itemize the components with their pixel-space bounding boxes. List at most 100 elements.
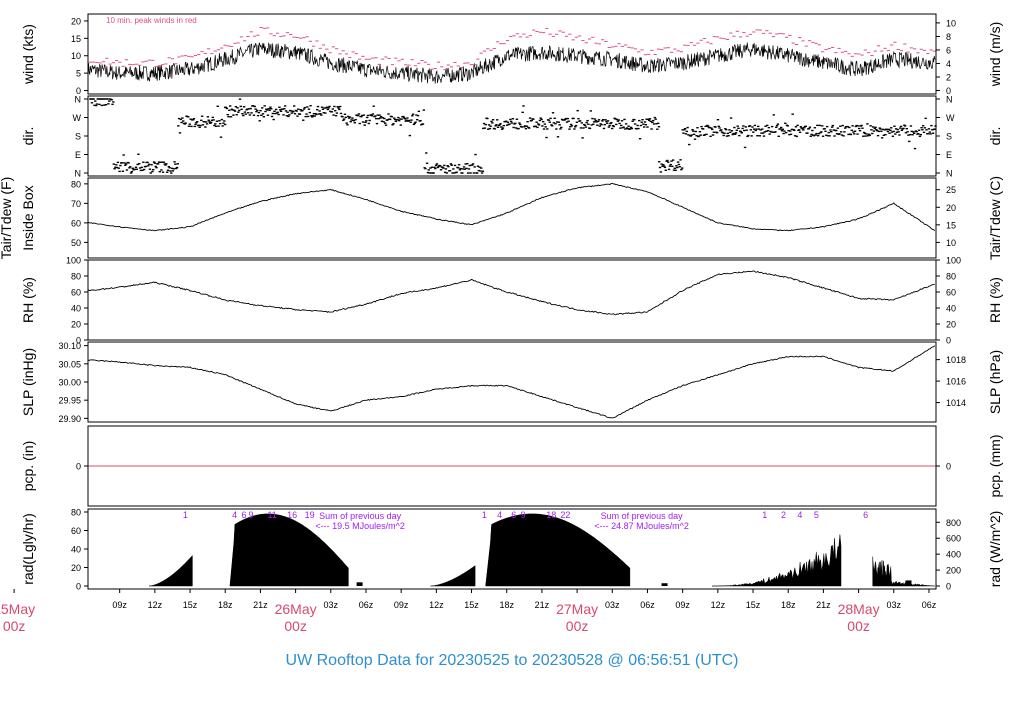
x-tick-label: 15z [746, 600, 761, 610]
radiation-sum-note: Sum of previous day [319, 511, 402, 521]
y-tick-label: 20 [946, 320, 956, 330]
date-label-day: 26May [275, 601, 317, 617]
y-tick-label: 15 [946, 220, 956, 230]
wind-annotation: 10 min. peak winds in red [106, 16, 197, 25]
y-tick-label: W [946, 113, 955, 123]
wind-ylabel-left: wind (kts) [20, 24, 36, 85]
rad-right-axis: 0 200 400 600 800 [936, 518, 961, 592]
y-tick-label: E [946, 150, 952, 160]
radiation-hour-label: 9 [249, 510, 254, 520]
x-tick-label: 21z [816, 600, 831, 610]
temp-series [87, 182, 936, 232]
y-tick-label: 60 [71, 288, 81, 298]
x-tick-label: 12z [148, 600, 163, 610]
y-tick-label: 60 [71, 526, 81, 536]
temp-left-axis: 50 60 70 80 [71, 179, 88, 248]
radiation-hour-label: 2 [781, 510, 786, 520]
slp-ylabel-left: SLP (inHg) [20, 348, 36, 416]
y-tick-label: 0 [946, 336, 951, 346]
y-tick-label: 20 [71, 16, 81, 26]
x-tick-label: 12z [429, 600, 444, 610]
radiation-day-area [872, 556, 935, 587]
y-tick-label: 0 [76, 462, 81, 472]
temp-ylabel-left: Inside Box [20, 185, 36, 250]
date-label-day: 28May [838, 601, 880, 617]
y-tick-label: 0 [946, 582, 951, 592]
temp-right-axis: 10 15 20 25 [936, 185, 956, 248]
y-tick-label: 2 [946, 72, 951, 82]
y-tick-label: 15 [71, 34, 81, 44]
y-tick-label: 50 [71, 238, 81, 248]
pcp-ylabel-left: pcp. (in) [20, 441, 36, 492]
x-tick-label: 18z [781, 600, 796, 610]
date-label-time: 00z [847, 618, 870, 634]
radiation-day-area [430, 565, 476, 587]
rad-ylabel-right: rad (W/m^2) [987, 511, 1003, 588]
rh-frame [87, 259, 937, 341]
radiation-hour-label: 4 [797, 510, 802, 520]
y-tick-label: S [946, 132, 952, 142]
x-tick-label: 15z [464, 600, 479, 610]
temp-frame [87, 177, 937, 259]
date-label-time: 00z [284, 618, 307, 634]
radiation-series [149, 513, 935, 587]
rh-series [87, 270, 935, 316]
x-tick-label: 03z [324, 600, 339, 610]
wind-ylabel-right: wind (m/s) [987, 22, 1003, 88]
slp-ylabel-right: SLP (hPa) [987, 350, 1003, 414]
y-tick-label: 20 [946, 203, 956, 213]
y-tick-label: 1014 [946, 398, 966, 408]
y-tick-label: N [946, 95, 953, 105]
rh-ylabel-left: RH (%) [20, 277, 36, 323]
radiation-day-area [149, 554, 193, 587]
direction-series [89, 98, 937, 174]
wind-series [87, 42, 936, 84]
radiation-day-area [485, 513, 631, 587]
y-tick-label: N [75, 169, 82, 179]
y-tick-label: 0 [76, 86, 81, 96]
x-tick-label: 09z [394, 600, 409, 610]
date-label-day: 25May [0, 601, 35, 617]
y-tick-label: 0 [946, 462, 951, 472]
y-tick-label: 80 [946, 272, 956, 282]
radiation-sum-value: <--- 24.87 MJoules/m^2 [594, 521, 689, 531]
pcp-left-axis: 0 [76, 462, 88, 472]
radiation-blip [356, 582, 363, 586]
y-tick-label: 29.90 [58, 414, 81, 424]
radiation-blip [661, 583, 668, 586]
y-tick-label: 80 [71, 508, 81, 518]
x-tick-label: 06z [922, 600, 937, 610]
slp-right-axis: 1014 1016 1018 [936, 355, 966, 408]
x-tick-label: 21z [253, 600, 268, 610]
y-tick-label: N [75, 95, 82, 105]
x-tick-label: 09z [675, 600, 690, 610]
y-tick-label: 200 [946, 566, 961, 576]
y-tick-label: 10 [71, 51, 81, 61]
y-tick-label: 20 [71, 563, 81, 573]
y-tick-label: 30.10 [58, 341, 81, 351]
rh-right-axis: 0 20 40 60 80 100 [936, 256, 961, 346]
radiation-hour-label: 1 [183, 510, 188, 520]
radiation-hour-label: 4 [497, 510, 502, 520]
y-tick-label: 80 [71, 179, 81, 189]
y-tick-label: 5 [76, 69, 81, 79]
wind-left-axis: 0 5 10 15 20 [71, 16, 88, 96]
y-tick-label: 60 [946, 288, 956, 298]
radiation-hour-label: 11 [267, 510, 276, 520]
y-tick-label: 600 [946, 534, 961, 544]
wind-right-axis: 0 2 4 6 8 10 [936, 18, 956, 96]
y-tick-label: 40 [946, 304, 956, 314]
radiation-hour-label: 9 [521, 510, 526, 520]
radiation-day-area [229, 513, 349, 587]
radiation-hour-label: 5 [814, 510, 819, 520]
temp-ylabel-right: Tair/Tdew (C) [987, 176, 1003, 260]
rad-ylabel-left: rad(Lgly/hr) [20, 513, 36, 585]
rad-left-axis: 0 20 40 60 80 [71, 508, 88, 592]
radiation-sum-value: <--- 19.5 MJoules/m^2 [315, 521, 405, 531]
dir-ylabel-left: dir. [20, 127, 36, 146]
y-tick-label: 30.00 [58, 378, 81, 388]
temp-ylabel-left: Tair/Tdew (F) [0, 177, 14, 259]
y-tick-label: 6 [946, 45, 951, 55]
